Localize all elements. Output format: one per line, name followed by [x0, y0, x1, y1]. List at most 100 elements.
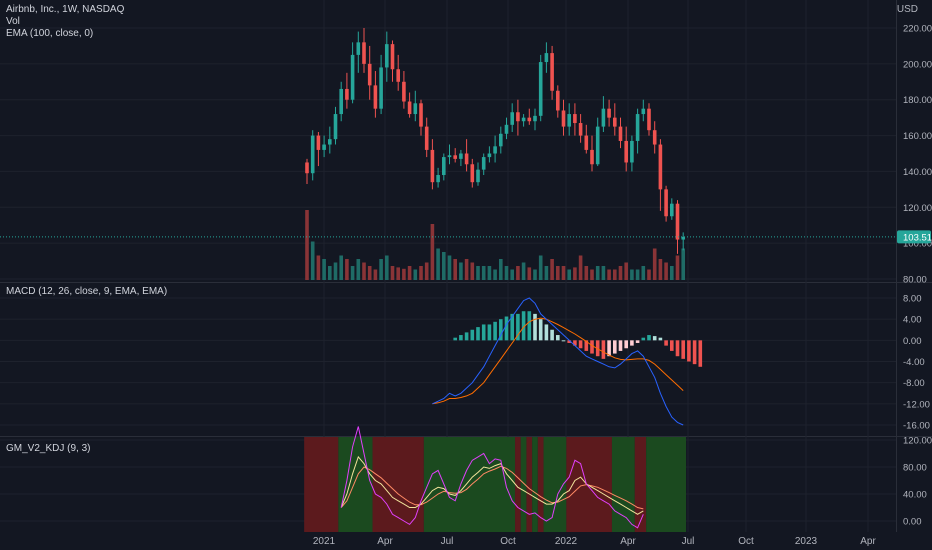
candle-body: [350, 54, 355, 100]
candle-body: [544, 53, 549, 63]
volume-bar: [333, 262, 338, 280]
volume-bar: [322, 259, 326, 280]
macd-tick-label: 0.00: [903, 336, 922, 347]
macd-histogram-bar: [635, 340, 640, 343]
symbol-label[interactable]: Airbnb, Inc., 1W, NASDAQ: [6, 4, 125, 15]
candle-body: [430, 149, 435, 183]
volume-bar: [476, 266, 480, 280]
macd-tick-label: 8.00: [903, 294, 922, 305]
macd-histogram-bar: [510, 313, 514, 341]
volume-bar: [635, 269, 640, 280]
volume-bar: [516, 266, 520, 280]
candle-body: [670, 203, 674, 217]
candle-body: [305, 162, 309, 174]
price-tick-label: 200.00: [903, 59, 932, 70]
macd-histogram-bar: [504, 316, 509, 341]
macd-histogram-bar: [527, 311, 532, 341]
candle-body: [419, 103, 423, 127]
macd-histogram-bar: [499, 319, 503, 341]
volume-bar: [436, 248, 440, 280]
macd-histogram-bar: [687, 340, 691, 362]
time-tick-label: 2022: [555, 536, 578, 547]
kdj-label: GM_V2_KDJ (9, 3): [6, 443, 91, 454]
candle-body: [476, 169, 480, 183]
volume-bar: [504, 266, 509, 280]
kdj-band: [526, 437, 533, 532]
volume-bar: [339, 255, 343, 280]
candle-body: [345, 88, 349, 100]
volume-bar: [573, 267, 577, 280]
volume-bar: [584, 266, 589, 280]
kdj-tick-label: 120.00: [903, 436, 932, 447]
kdj-tick-label: 80.00: [903, 463, 927, 474]
kdj-band: [338, 437, 373, 532]
candle-body: [385, 44, 389, 68]
time-tick-label: Oct: [500, 536, 516, 547]
candle-body: [647, 108, 651, 131]
macd-signal-line: [432, 317, 684, 405]
candle-body: [675, 203, 680, 240]
volume-bar: [590, 269, 594, 280]
ema-label[interactable]: EMA (100, close, 0): [6, 28, 94, 39]
macd-tick-label: -12.00: [903, 399, 930, 410]
candle-body: [635, 114, 640, 141]
macd-histogram-bar: [675, 340, 680, 357]
volume-bar: [670, 266, 674, 280]
macd-line: [432, 297, 684, 426]
candle-body: [584, 135, 589, 150]
price-tick-label: 220.00: [903, 24, 932, 35]
macd-histogram-bar: [516, 313, 520, 341]
macd-histogram-bar: [538, 319, 543, 341]
volume-bar: [550, 259, 554, 280]
candle-body: [436, 175, 440, 183]
macd-histogram-bar: [652, 336, 657, 341]
volume-bar: [470, 262, 475, 280]
kdj-band: [646, 437, 687, 532]
candle-body: [322, 144, 326, 150]
macd-histogram-bar: [459, 335, 463, 341]
macd-histogram-bar: [641, 337, 646, 341]
volume-bar: [493, 269, 497, 280]
macd-legend[interactable]: MACD (12, 26, close, 9, EMA, EMA): [6, 286, 167, 298]
volume-bar: [510, 269, 514, 280]
candle-body: [504, 124, 509, 134]
kdj-legend[interactable]: GM_V2_KDJ (9, 3): [6, 443, 90, 455]
volume-bar: [578, 255, 583, 280]
volume-bar: [328, 266, 332, 280]
macd-histogram-bar: [590, 340, 594, 354]
volume-bar: [385, 255, 389, 280]
macd-histogram-bar: [573, 340, 577, 346]
candle-body: [442, 157, 446, 176]
price-tick-label: 180.00: [903, 95, 932, 106]
vol-label[interactable]: Vol: [6, 16, 20, 27]
candle-body: [356, 42, 361, 55]
time-tick-label: Apr: [860, 536, 876, 547]
macd-histogram-bar: [493, 321, 497, 341]
macd-histogram-bar: [664, 340, 668, 346]
kdj-band: [304, 437, 339, 532]
time-tick-label: Jul: [682, 536, 695, 547]
macd-histogram-bar: [613, 340, 617, 354]
volume-bar: [641, 266, 646, 280]
candle-body: [316, 135, 321, 150]
macd-histogram-bar: [698, 340, 703, 367]
macd-histogram-bar: [647, 335, 651, 341]
volume-bar: [316, 255, 321, 280]
volume-bar: [379, 259, 383, 280]
volume-bar: [350, 266, 355, 280]
candle-body: [402, 81, 406, 102]
volume-bar: [390, 266, 395, 280]
currency-label: USD: [896, 4, 918, 15]
candle-body: [624, 140, 628, 163]
candle-body: [533, 115, 537, 122]
volume-bar: [481, 266, 486, 280]
macd-histogram-bar: [550, 329, 554, 341]
main-legend: Airbnb, Inc., 1W, NASDAQ Vol EMA (100, c…: [6, 4, 124, 40]
macd-histogram-bar: [618, 340, 623, 351]
macd-histogram-bar: [561, 340, 566, 342]
price-tick-label: 80.00: [903, 275, 927, 286]
candle-body: [328, 139, 332, 145]
candle-body: [493, 146, 497, 154]
candle-body: [459, 153, 463, 159]
